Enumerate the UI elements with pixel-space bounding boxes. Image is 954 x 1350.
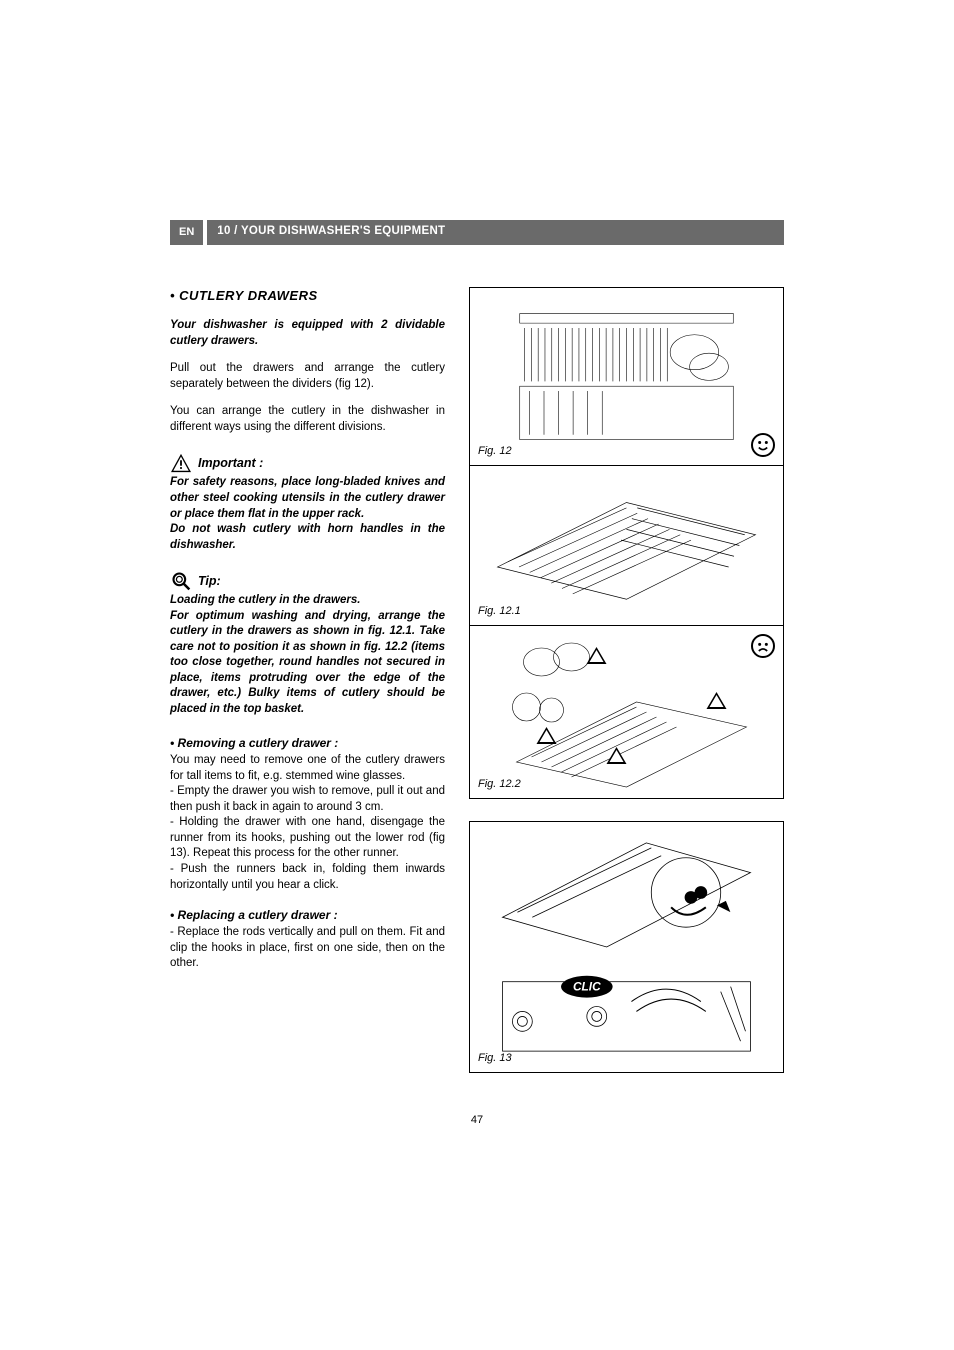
removing-title: • Removing a cutlery drawer : (170, 735, 445, 751)
removing-p1: You may need to remove one of the cutler… (170, 753, 445, 784)
figure-12-1: Fig. 12.1 (470, 466, 783, 626)
important-title: Important : (198, 455, 263, 472)
important-head: Important : (170, 453, 445, 473)
drawer-removal-illustration: CLIC (476, 828, 777, 1066)
fig-13-label: Fig. 13 (478, 1051, 512, 1066)
fig-12-2-label: Fig. 12.2 (478, 777, 521, 792)
figure-13: CLIC Fig. 13 (470, 822, 783, 1072)
content-columns: • CUTLERY DRAWERS Your dishwasher is equ… (170, 287, 784, 1095)
magnifier-icon (170, 571, 192, 591)
replacing-title: • Replacing a cutlery drawer : (170, 907, 445, 923)
figure-stack-12: Fig. 12 Fig. 12.1 (469, 287, 784, 799)
important-callout: Important : For safety reasons, place lo… (170, 453, 445, 553)
tip-body: For optimum washing and drying, arrange … (170, 609, 445, 718)
cutlery-drawer-correct-illustration (476, 472, 777, 619)
figure-12-2: Fig. 12.2 (470, 626, 783, 798)
clic-label: CLIC (561, 976, 613, 998)
main-heading: • CUTLERY DRAWERS (170, 287, 445, 305)
tip-head: Tip: (170, 571, 445, 591)
paragraph-1: Pull out the drawers and arrange the cut… (170, 361, 445, 392)
fig-12-1-label: Fig. 12.1 (478, 604, 521, 619)
replacing-p1: - Replace the rods vertically and pull o… (170, 925, 445, 972)
important-body: For safety reasons, place long-bladed kn… (170, 475, 445, 553)
paragraph-2: You can arrange the cutlery in the dishw… (170, 404, 445, 435)
drawer-isometric-illustration (476, 294, 777, 459)
smile-face-icon (751, 433, 775, 457)
page-number: 47 (170, 1113, 784, 1128)
warning-icon (170, 453, 192, 473)
removing-p2: - Empty the drawer you wish to remove, p… (170, 784, 445, 815)
section-header: EN 10 / YOUR DISHWASHER'S EQUIPMENT (170, 220, 784, 245)
language-badge: EN (170, 220, 203, 245)
tip-lead: Loading the cutlery in the drawers. (170, 593, 445, 609)
removing-p4: - Push the runners back in, folding them… (170, 862, 445, 893)
figure-12: Fig. 12 (470, 288, 783, 466)
removing-p3: - Holding the drawer with one hand, dise… (170, 815, 445, 862)
figure-column: Fig. 12 Fig. 12.1 (469, 287, 784, 1095)
svg-text:CLIC: CLIC (573, 979, 601, 993)
section-title: 10 / YOUR DISHWASHER'S EQUIPMENT (207, 220, 784, 245)
tip-callout: Tip: Loading the cutlery in the drawers.… (170, 571, 445, 717)
text-column: • CUTLERY DRAWERS Your dishwasher is equ… (170, 287, 445, 1095)
cutlery-drawer-incorrect-illustration (476, 632, 777, 792)
tip-title: Tip: (198, 573, 221, 590)
sad-face-icon (751, 634, 775, 658)
intro-text: Your dishwasher is equipped with 2 divid… (170, 318, 445, 349)
fig-12-label: Fig. 12 (478, 444, 512, 459)
figure-stack-13: CLIC Fig. 13 (469, 821, 784, 1073)
